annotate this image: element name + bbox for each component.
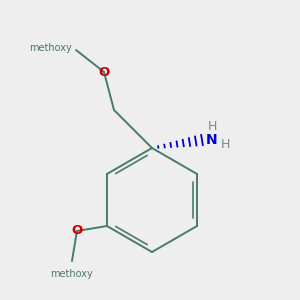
Text: O: O [98, 65, 110, 79]
Text: O: O [71, 224, 82, 238]
Text: methoxy: methoxy [51, 269, 93, 279]
Text: N: N [206, 133, 218, 147]
Text: H: H [220, 137, 230, 151]
Text: methoxy: methoxy [29, 43, 72, 53]
Text: H: H [207, 119, 217, 133]
